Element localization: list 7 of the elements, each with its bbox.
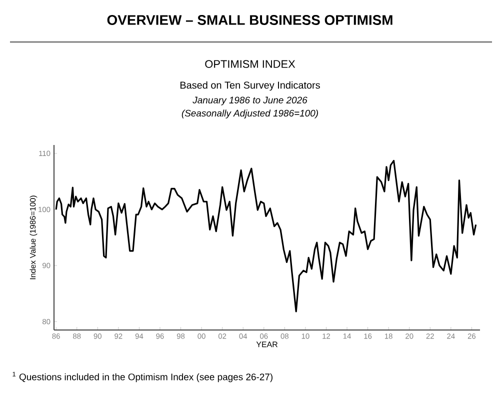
text: (Seasonally Adjusted 1986=100) — [182, 110, 318, 118]
text: $^{1}$ Questions included in the Optimism Index (see pages 26-27) — [12, 372, 272, 382]
chart-subtitle: OPTIMISM INDEX — [205, 60, 296, 68]
chart-title: OVERVIEW – SMALL BUSINESS OPTIMISM — [107, 15, 392, 25]
text: January 1986 to June 2026 — [192, 96, 308, 106]
line-series — [55, 160, 477, 312]
text: Based on Ten Survey Indicators — [180, 81, 320, 91]
